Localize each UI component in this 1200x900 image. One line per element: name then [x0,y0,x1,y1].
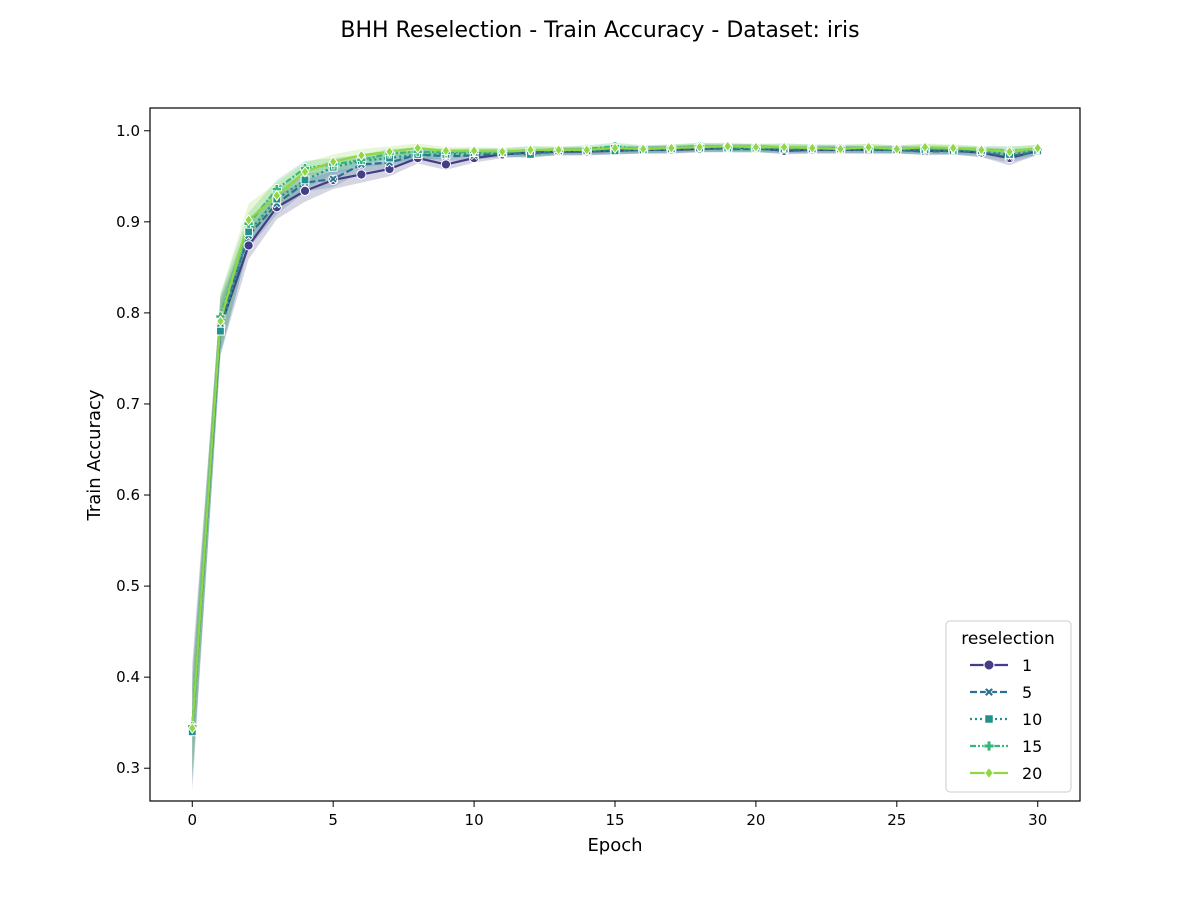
series-line-10 [191,146,1038,732]
data-point-series-20 [300,165,310,178]
data-point-series-20 [976,143,986,156]
series-line-5 [191,146,1038,730]
data-point-series-20 [244,214,254,226]
y-tick-label: 0.3 [116,759,140,777]
legend-label: 20 [1022,764,1042,783]
data-point-series-5 [328,174,338,184]
series-markers [187,140,1043,737]
x-tick-label: 5 [328,811,338,829]
data-point-series-20 [272,189,282,202]
y-tick-label: 0.7 [116,395,140,413]
data-point-series-20 [610,142,620,154]
data-point-series-20 [526,143,535,156]
data-point-series-1 [440,159,452,170]
y-tick-label: 1.0 [116,122,140,140]
chart-title: BHH Reselection - Train Accuracy - Datas… [340,18,859,43]
data-point-series-20 [582,143,592,156]
y-tick-label: 0.4 [116,668,140,686]
y-axis-label: Train Accuracy [84,389,105,521]
x-tick-label: 30 [1028,811,1047,829]
legend-entry-10: 10 [970,710,1042,729]
confidence-bands [192,142,1038,791]
data-point-series-20 [779,141,789,154]
x-axis-ticks: 0 5 10 15 20 25 30 [187,801,1047,829]
data-point-series-20 [1005,145,1014,158]
data-point-series-1 [299,185,311,196]
plot-frame [149,107,1081,802]
x-axis-label: Epoch [587,835,642,856]
legend-swatch-marker [983,659,995,671]
data-point-series-20 [864,141,874,154]
data-point-series-20 [638,143,648,155]
y-axis-ticks: 0.3 0.4 0.5 0.6 0.7 0.8 0.9 1.0 [116,122,150,777]
x-tick-label: 20 [746,811,765,829]
data-point-series-20 [356,149,366,162]
x-tick-label: 25 [887,811,906,829]
series-line-20 [191,145,1038,729]
legend-entry-15: 15 [970,737,1042,756]
data-point-series-20 [1033,142,1043,154]
legend-label: 1 [1022,656,1032,675]
data-point-series-20 [469,144,479,157]
data-point-series-20 [441,144,451,157]
x-tick-label: 0 [187,811,197,829]
data-point-series-1 [356,169,367,180]
confidence-band-series-15 [192,142,1038,768]
data-point-series-20 [187,722,197,735]
confidence-band-series-20 [192,142,1038,774]
legend-label: 5 [1022,683,1032,702]
legend-swatch-marker [983,686,995,698]
data-point-series-20 [216,315,225,327]
data-point-series-20 [751,141,761,154]
data-point-series-20 [836,143,845,155]
data-point-series-20 [723,140,733,153]
data-point-series-20 [948,142,958,154]
data-point-series-1 [243,240,254,251]
data-point-series-20 [807,142,817,154]
legend-entry-1: 1 [970,656,1032,675]
y-tick-label: 0.6 [116,486,140,504]
legend-entry-5: 5 [970,683,1032,702]
data-point-series-20 [554,143,564,156]
data-point-series-20 [497,145,507,158]
y-tick-label: 0.8 [116,304,140,322]
y-tick-label: 0.9 [116,213,140,231]
data-point-series-20 [328,155,338,168]
data-point-series-10 [216,326,225,336]
series-lines [191,145,1039,732]
legend-swatch-marker [984,766,994,780]
series-line-15 [191,145,1038,727]
legend-swatch-marker [984,714,994,724]
data-point-series-20 [413,142,423,154]
series-line-1 [191,146,1039,728]
data-point-series-20 [920,141,930,154]
data-point-series-20 [892,143,902,155]
legend-swatch-marker [983,740,995,752]
legend-title: reselection [961,629,1054,649]
legend-entry-20: 20 [970,764,1042,783]
legend-label: 15 [1022,737,1042,756]
confidence-band-series-5 [192,144,1038,784]
data-point-series-20 [695,141,704,154]
legend-label: 10 [1022,710,1042,729]
legend-box [945,620,1072,793]
x-tick-label: 15 [605,811,624,829]
data-point-series-20 [385,145,394,158]
confidence-band-series-1 [192,144,1038,791]
data-point-series-20 [666,142,676,154]
confidence-band-series-10 [192,144,1038,778]
data-point-series-10 [244,227,254,237]
y-tick-label: 0.5 [116,577,140,595]
x-tick-label: 10 [465,811,484,829]
